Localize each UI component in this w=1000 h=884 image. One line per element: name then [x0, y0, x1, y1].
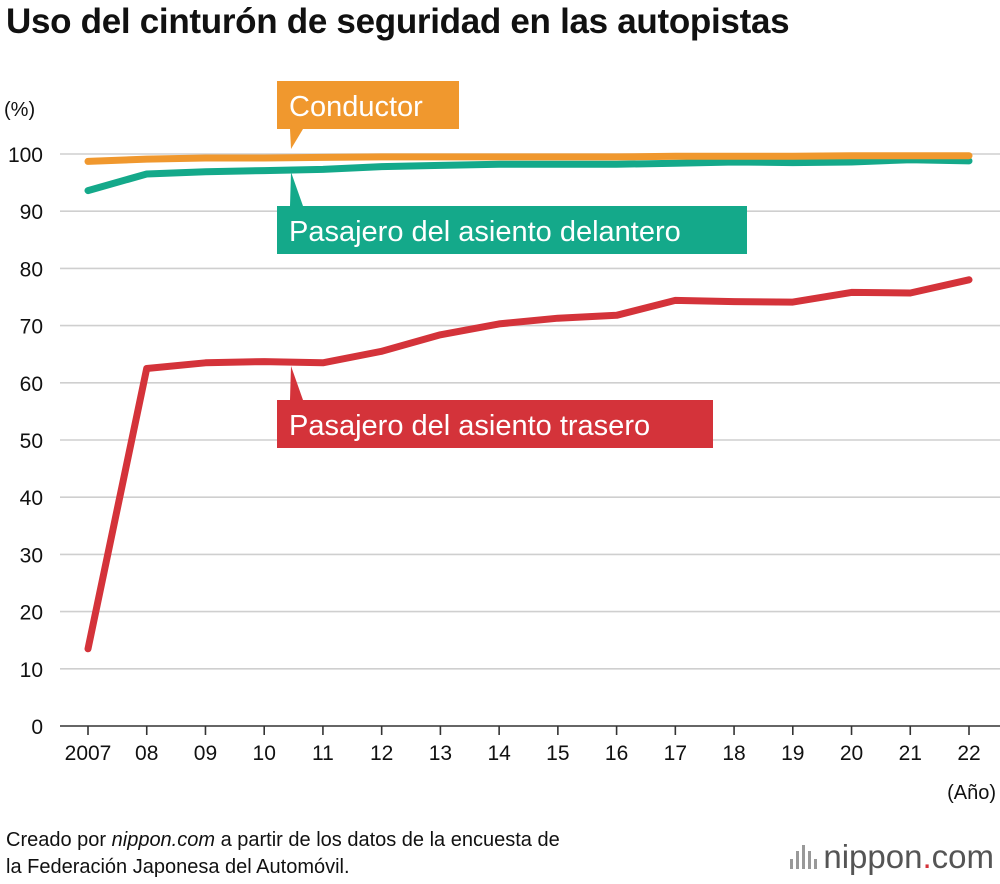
label-conductor-box — [277, 81, 459, 129]
y-tick-label: 60 — [20, 373, 43, 396]
label-asiento-delantero: Pasajero del asiento delantero — [277, 172, 747, 254]
y-tick-label: 30 — [20, 544, 43, 567]
x-tick-label: 20 — [840, 742, 863, 765]
x-tick-label: 13 — [429, 742, 452, 765]
x-tick-label: 10 — [253, 742, 276, 765]
y-tick-label: 80 — [20, 258, 43, 281]
series-labels: Conductor Pasajero del asiento delantero P… — [277, 81, 747, 448]
x-tick-label: 12 — [370, 742, 393, 765]
label-asiento-trasero: Pasajero del asiento trasero — [277, 366, 713, 448]
brand-name: nippon.com — [823, 838, 994, 875]
source-line-2: la Federación Japonesa del Automóvil. — [6, 856, 350, 878]
x-tick-label: 09 — [194, 742, 217, 765]
label-asiento-delantero-pointer — [290, 172, 303, 206]
source-suffix: a partir de los datos de la encuesta de — [215, 829, 560, 851]
x-tick-label: 2007 — [65, 742, 112, 765]
sound-bars-icon — [790, 845, 818, 869]
chart-title: Uso del cinturón de seguridad en las aut… — [6, 2, 790, 41]
x-tick-label: 19 — [781, 742, 804, 765]
label-asiento-trasero-pointer — [290, 366, 303, 400]
axes: 0 10 20 30 40 50 60 70 80 90 100 2007 08 09 10 11 12 13 14… — [8, 144, 1000, 765]
y-tick-label: 50 — [20, 430, 43, 453]
source-note: Creado por nippon.com a partir de los da… — [6, 827, 560, 881]
label-asiento-trasero-text: Pasajero del asiento trasero — [289, 410, 650, 442]
y-tick-label: 20 — [20, 602, 43, 625]
x-tick-label: 22 — [957, 742, 980, 765]
series-lines — [84, 152, 973, 653]
label-conductor: Conductor — [277, 81, 459, 149]
y-tick-label: 70 — [20, 316, 43, 339]
y-tick-label: 40 — [20, 487, 43, 510]
x-tick-label: 21 — [899, 742, 922, 765]
x-tick-label: 17 — [664, 742, 687, 765]
source-prefix: Creado por — [6, 829, 112, 851]
label-conductor-pointer — [290, 129, 303, 149]
y-tick-label: 10 — [20, 659, 43, 682]
x-tick-label: 14 — [487, 742, 511, 765]
label-asiento-trasero-box — [277, 400, 713, 448]
x-tick-label: 18 — [722, 742, 745, 765]
label-asiento-delantero-text: Pasajero del asiento delantero — [289, 216, 681, 248]
y-tick-label: 100 — [8, 144, 43, 167]
x-axis-unit-label: (Año) — [947, 782, 996, 804]
series-line-conductor — [84, 152, 973, 165]
series-line-asiento-trasero — [84, 276, 973, 653]
label-conductor-text: Conductor — [289, 91, 423, 123]
series-line-asiento-delantero — [84, 156, 973, 195]
x-tick-label: 11 — [312, 742, 334, 765]
x-tick-label: 16 — [605, 742, 628, 765]
y-tick-label: 0 — [31, 716, 43, 739]
source-line-1: Creado por nippon.com a partir de los da… — [6, 827, 560, 854]
source-site: nippon.com — [111, 829, 216, 851]
y-tick-label: 90 — [20, 201, 43, 224]
y-axis-unit-label: (%) — [4, 99, 35, 121]
label-asiento-delantero-box — [277, 206, 747, 254]
x-tick-label: 08 — [135, 742, 158, 765]
nippon-logo: nippon.com — [790, 838, 994, 876]
x-tick-label: 15 — [546, 742, 569, 765]
